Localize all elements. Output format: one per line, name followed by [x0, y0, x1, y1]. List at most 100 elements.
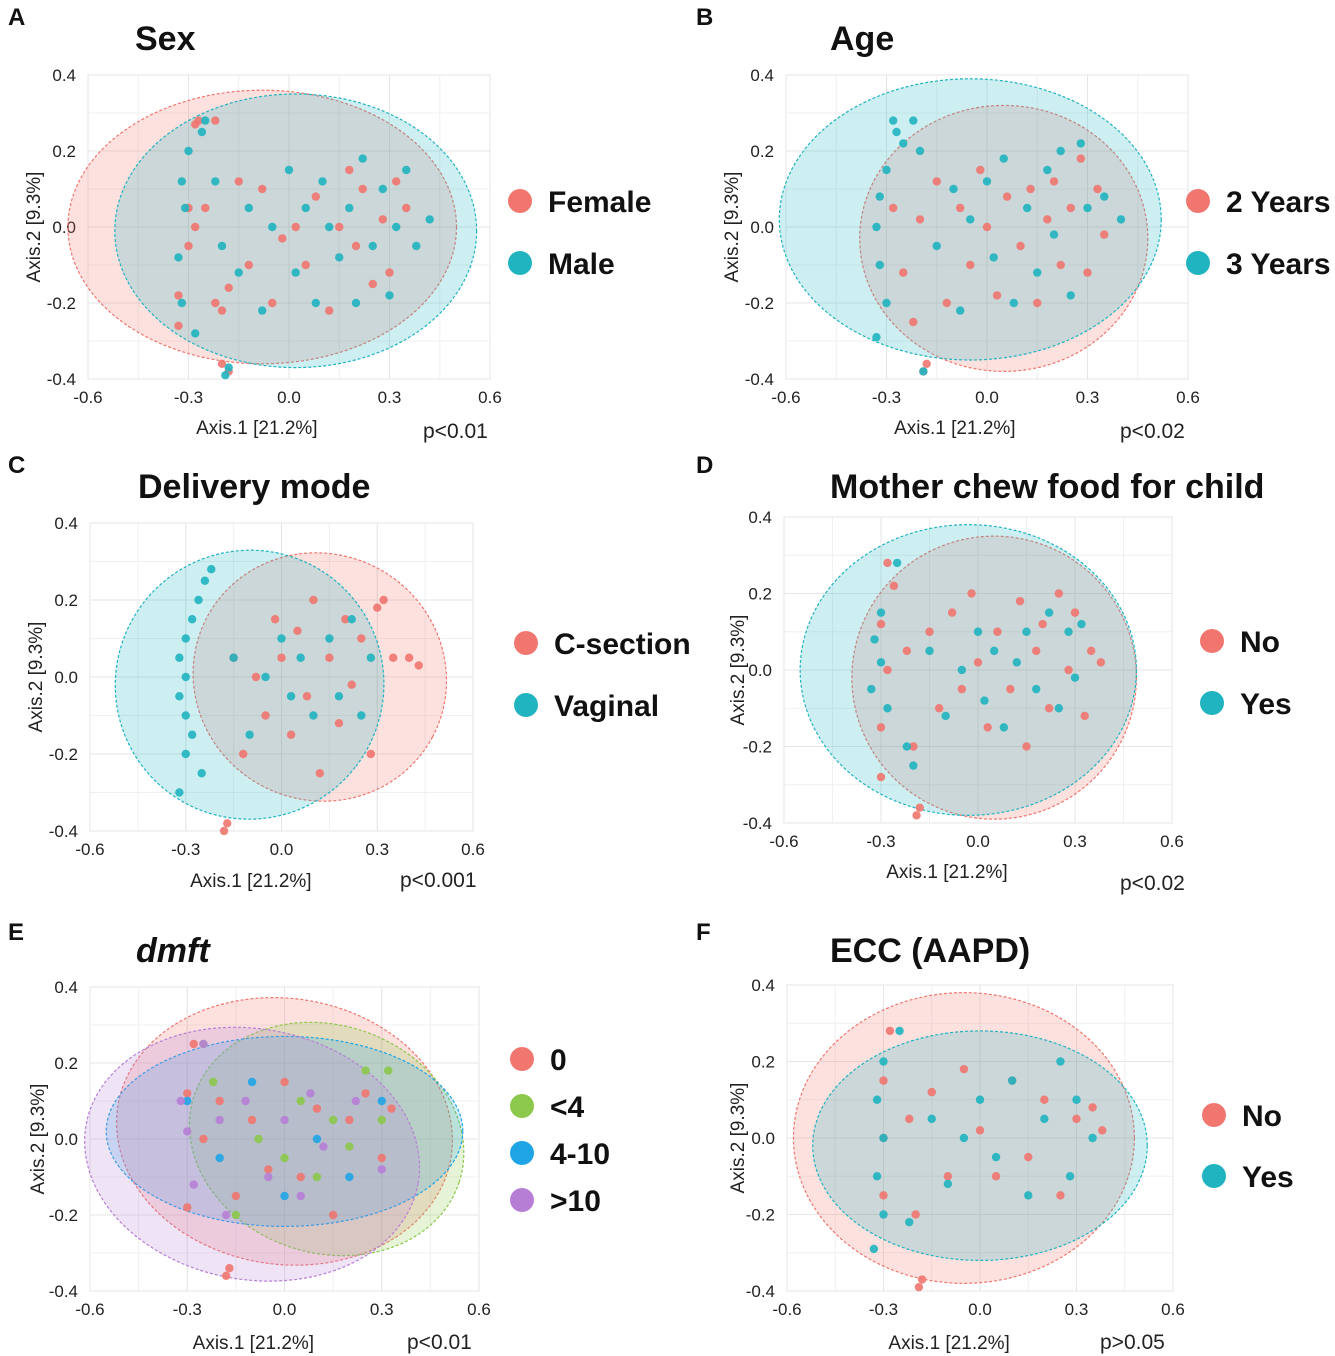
- data-point: [377, 1096, 386, 1106]
- data-point: [999, 723, 1009, 732]
- data-point: [335, 222, 344, 232]
- x-tick-label: -0.3: [174, 388, 203, 407]
- y-tick-label: 0.0: [54, 1130, 78, 1149]
- data-point: [975, 1126, 985, 1135]
- data-point: [175, 788, 184, 797]
- data-point: [254, 1134, 263, 1144]
- x-tick-label: 0.0: [968, 1300, 992, 1319]
- data-point: [366, 749, 376, 759]
- x-tick-label: 0.3: [1063, 832, 1087, 851]
- y-tick-label: -0.4: [49, 1282, 78, 1301]
- p-value: p<0.02: [1120, 872, 1185, 895]
- data-point: [264, 1172, 273, 1182]
- data-point: [882, 165, 891, 175]
- data-point: [181, 634, 190, 643]
- data-point: [191, 120, 200, 129]
- data-point: [892, 127, 901, 137]
- data-point: [291, 268, 300, 277]
- data-point: [876, 608, 886, 617]
- data-point: [309, 711, 318, 720]
- legend-label: No: [1242, 1100, 1282, 1133]
- data-point: [377, 1165, 386, 1174]
- y-tick-label: 0.0: [52, 218, 76, 237]
- legend-label: 3 Years: [1226, 248, 1331, 281]
- x-axis-label: Axis.1 [21.2%]: [894, 418, 1015, 439]
- data-point: [368, 241, 377, 251]
- data-point: [957, 665, 967, 675]
- data-point: [917, 1275, 927, 1284]
- data-point: [201, 203, 210, 213]
- y-tick-label: 0.0: [748, 661, 772, 680]
- data-point: [291, 222, 300, 232]
- data-point: [915, 146, 925, 156]
- data-point: [345, 165, 354, 175]
- data-point: [1016, 241, 1025, 251]
- data-point: [176, 1096, 185, 1106]
- data-point: [268, 298, 277, 308]
- data-point: [301, 203, 310, 213]
- data-point: [368, 279, 377, 289]
- y-tick-label: -0.4: [743, 814, 772, 833]
- x-tick-label: -0.3: [872, 388, 901, 407]
- data-point: [876, 772, 886, 782]
- data-point: [211, 116, 220, 125]
- data-point: [1076, 154, 1086, 163]
- data-point: [889, 116, 898, 125]
- y-tick-label: 0.2: [748, 585, 772, 604]
- data-point: [199, 1039, 208, 1049]
- data-point: [879, 1133, 888, 1143]
- data-point: [1064, 627, 1073, 636]
- legend-swatch: [508, 189, 532, 213]
- data-point: [1049, 177, 1059, 186]
- data-point: [1072, 1114, 1081, 1124]
- data-point: [1002, 192, 1012, 201]
- data-point: [231, 1191, 241, 1201]
- data-point: [181, 672, 190, 682]
- data-point: [883, 704, 892, 713]
- legend-swatch: [510, 1141, 534, 1165]
- data-point: [286, 730, 296, 739]
- data-point: [247, 1077, 257, 1087]
- data-point: [245, 730, 254, 739]
- data-point: [1116, 215, 1126, 224]
- x-tick-label: -0.3: [866, 832, 895, 851]
- data-point: [1026, 184, 1035, 194]
- data-point: [925, 627, 934, 636]
- data-point: [872, 222, 881, 232]
- data-point: [377, 1115, 386, 1125]
- data-point: [244, 203, 253, 213]
- x-tick-label: -0.6: [772, 1300, 801, 1319]
- data-point: [334, 692, 344, 701]
- data-point: [197, 127, 207, 137]
- data-point: [883, 665, 892, 675]
- data-point: [184, 146, 193, 156]
- data-point: [277, 634, 286, 643]
- data-point: [215, 1153, 224, 1163]
- data-point: [883, 558, 892, 568]
- y-tick-label: 0.4: [748, 508, 772, 527]
- data-point: [345, 203, 354, 213]
- y-tick-label: -0.2: [743, 738, 772, 757]
- data-point: [366, 653, 376, 662]
- x-axis-label: Axis.1 [21.2%]: [190, 871, 311, 892]
- x-tick-label: 0.6: [1161, 1300, 1185, 1319]
- x-tick-label: 0.3: [1065, 1300, 1089, 1319]
- data-point: [293, 626, 302, 635]
- data-point: [956, 306, 965, 315]
- data-point: [943, 1172, 953, 1181]
- data-point: [191, 329, 200, 338]
- panel-a: A Sex -0.6 -0.3 0.0 0.3 0.6 0.4 0.2 0.0 -0.2 -0.4 Ax…: [8, 4, 651, 443]
- data-point: [905, 1114, 914, 1124]
- y-tick-label: 0.4: [751, 976, 775, 995]
- data-point: [973, 627, 983, 636]
- legend-label: Vaginal: [554, 690, 659, 723]
- x-tick-label: 0.6: [1160, 832, 1184, 851]
- data-point: [361, 1089, 370, 1098]
- data-point: [909, 742, 918, 751]
- data-point: [966, 260, 975, 270]
- data-point: [927, 1087, 936, 1097]
- x-tick-label: 0.0: [966, 832, 990, 851]
- data-point: [872, 1172, 882, 1181]
- y-axis-label: Axis.2 [9.3%]: [728, 1083, 749, 1194]
- data-point: [425, 215, 434, 224]
